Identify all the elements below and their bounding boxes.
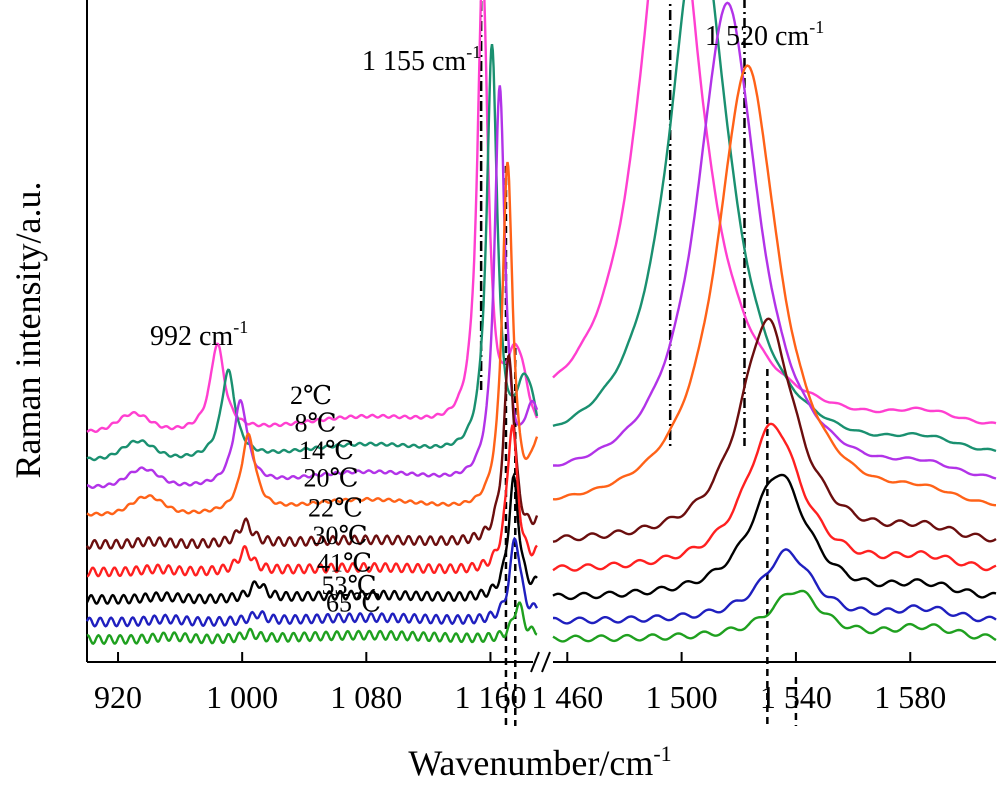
annotation-1520: 1 520 cm-1 (705, 17, 824, 52)
series-label: 2℃ (290, 381, 332, 410)
x-tick-label: 1 080 (330, 679, 402, 715)
x-tick-label: 1 460 (531, 679, 603, 715)
series-line-left (86, 44, 539, 462)
series-line-left (85, 536, 539, 628)
x-tick-label: 920 (94, 679, 142, 715)
series-line-right (552, 64, 996, 507)
series-line-right (552, 0, 997, 453)
series-line-right (552, 473, 997, 601)
peak-guide-lines (479, 0, 798, 726)
series-line-right (552, 317, 997, 543)
x-tick-label: 1 500 (646, 679, 718, 715)
series-line-left (87, 85, 539, 490)
series-line-right (553, 548, 997, 625)
series-line-left (85, 352, 539, 550)
x-axis-label: Wavenumber/cm-1 (408, 741, 671, 783)
series-label: 53℃ (322, 571, 377, 600)
series-label: 65℃ (326, 589, 381, 618)
series-line-left (86, 161, 539, 517)
x-ticks: 920 1 000 1 080 1 160 1 460 1 500 1 540 1 580 (94, 652, 946, 715)
series-line-left (85, 472, 538, 605)
series-label: 41℃ (317, 549, 372, 578)
x-tick-label: 1 000 (206, 679, 278, 715)
series-label: 8℃ (295, 409, 337, 438)
series-line-right (552, 0, 997, 425)
series-line-left (86, 0, 539, 434)
series-line-right (552, 422, 997, 572)
series-label: 20℃ (304, 464, 359, 493)
series-line-left (86, 601, 538, 646)
y-axis-label: Raman intensity/a.u. (8, 182, 48, 479)
series-line-left (86, 424, 538, 578)
x-tick-label: 1 540 (760, 679, 832, 715)
axis-break-mark (530, 651, 551, 673)
annotation-992: 992 cm-1 (150, 317, 248, 352)
spectra-series (85, 0, 997, 646)
series-label: 30℃ (313, 521, 368, 550)
series-line-right (553, 1, 997, 480)
series-label: 22℃ (308, 494, 363, 523)
series-line-right (552, 589, 997, 643)
axes (86, 0, 996, 673)
series-label: 14℃ (299, 436, 354, 465)
x-tick-label: 1 580 (874, 679, 946, 715)
temperature-labels: 2℃8℃14℃20℃22℃30℃41℃53℃65℃ (290, 381, 381, 618)
annotation-1155: 1 155 cm-1 (362, 42, 481, 77)
